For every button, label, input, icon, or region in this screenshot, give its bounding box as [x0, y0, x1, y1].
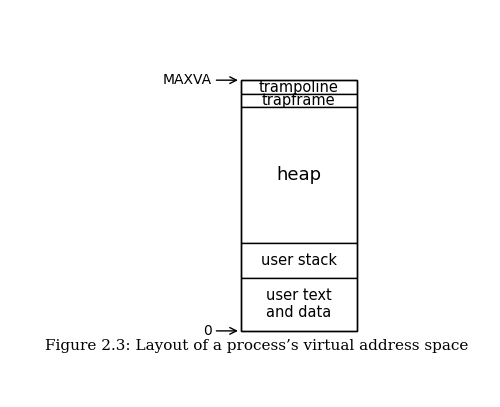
- Text: user stack: user stack: [261, 253, 337, 268]
- Bar: [241, 278, 357, 331]
- Text: trampoline: trampoline: [259, 80, 339, 95]
- Text: 0: 0: [203, 324, 211, 338]
- Bar: [241, 94, 357, 107]
- Text: MAXVA: MAXVA: [162, 73, 212, 87]
- Bar: [241, 80, 357, 94]
- Bar: [241, 80, 357, 331]
- Bar: [241, 107, 357, 243]
- Text: user text
and data: user text and data: [266, 288, 332, 320]
- Text: trapframe: trapframe: [262, 93, 336, 108]
- Bar: [241, 243, 357, 278]
- Text: heap: heap: [276, 166, 322, 184]
- Text: Figure 2.3: Layout of a process’s virtual address space: Figure 2.3: Layout of a process’s virtua…: [44, 339, 468, 353]
